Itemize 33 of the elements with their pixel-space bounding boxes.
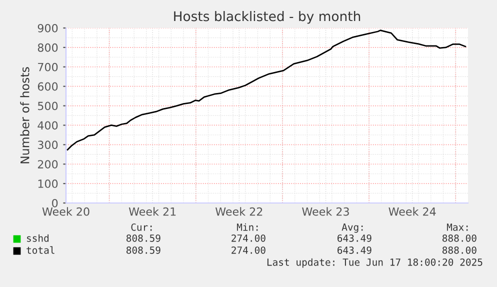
y-tick-label: 300 [38,140,58,150]
y-tick-label: 400 [38,121,58,130]
x-tick-label: Week 22 [215,207,262,216]
text: Min: [236,223,258,231]
text: 274.00 [232,246,266,254]
text: 643.49 [338,246,372,254]
text: 808.59 [126,234,160,242]
y-tick-label: 700 [38,62,58,72]
x-tick-label: Week 23 [302,207,349,216]
x-tick-label: Week 24 [388,207,436,216]
y-tick-label: 200 [38,160,58,168]
text: 888.00 [442,246,476,254]
text: 888.00 [442,234,476,242]
line-series [66,30,466,150]
legend-label: sshd [27,234,49,242]
chart-title: Hosts blacklisted - by month [174,11,360,24]
y-tick-label: 900 [38,24,58,32]
text: Avg: [342,224,363,233]
legend-label: total [26,246,54,254]
y-tick-label: 500 [38,102,58,110]
text: 808.59 [126,246,160,254]
text: Last update: Tue Jun 17 18:00:20 2025 [267,258,482,268]
y-axis-title: Number of hosts [20,67,30,164]
y-tick-label: 0 [52,198,58,208]
y-tick-label: 600 [38,82,58,91]
x-tick-label: Week 21 [128,207,176,216]
x-tick-label: Week 20 [42,207,90,216]
text: 274.00 [232,234,266,242]
text: Max: [446,224,468,231]
y-tick-label: 100 [38,180,58,188]
y-tick-label: 800 [38,43,58,52]
text: Cur: [131,223,152,231]
text: 643.49 [338,234,372,242]
